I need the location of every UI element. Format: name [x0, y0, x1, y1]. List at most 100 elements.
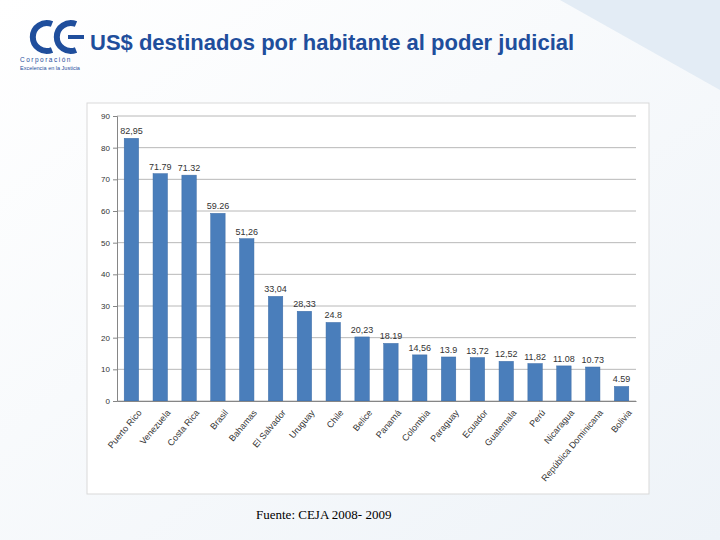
- bar: [124, 138, 138, 401]
- data-label: 71.79: [149, 162, 172, 172]
- grid-line: [117, 116, 636, 117]
- y-tick-label: 90: [101, 112, 110, 121]
- bar: [614, 386, 628, 401]
- x-axis-line: [118, 401, 637, 402]
- bar: [586, 367, 600, 401]
- x-tick-label: Chile: [325, 408, 346, 430]
- data-label: 18.19: [380, 331, 403, 341]
- x-tick-label: Colombia: [400, 408, 432, 444]
- y-tick-mark: [113, 274, 117, 275]
- bar: [441, 357, 455, 401]
- y-tick-mark: [113, 148, 117, 149]
- logo-shape: [33, 23, 52, 51]
- y-tick-mark: [113, 369, 117, 370]
- data-label: 13.9: [440, 345, 458, 355]
- y-tick-label: 40: [101, 270, 110, 279]
- y-tick: 80: [101, 144, 117, 153]
- x-tick-label: Puerto Rico: [106, 408, 144, 450]
- y-tick-label: 60: [101, 207, 110, 216]
- x-tick: Belice: [351, 401, 374, 433]
- data-label: 82,95: [120, 126, 143, 136]
- data-label: 4.59: [613, 374, 631, 384]
- y-tick-label: 0: [106, 397, 111, 406]
- x-tick-label: El Salvador: [251, 408, 288, 450]
- y-tick-label: 70: [101, 175, 110, 184]
- x-tick: Perú: [527, 401, 547, 429]
- bar: [499, 361, 513, 401]
- x-tick: Uruguay: [287, 401, 317, 440]
- data-label: 24.8: [324, 310, 342, 320]
- data-label: 20,23: [351, 325, 374, 335]
- bar: [528, 364, 542, 401]
- x-tick-label: Costa Rica: [165, 408, 201, 448]
- x-tick: Ecuador: [460, 401, 489, 440]
- x-tick-label: Perú: [527, 408, 547, 429]
- x-tick: El Salvador: [251, 401, 288, 450]
- bar: [297, 311, 311, 401]
- bar: [413, 355, 427, 401]
- data-labels: 82,9571.7971.3259.2651,2633,0428,3324.82…: [120, 126, 630, 384]
- bar: [240, 239, 254, 401]
- x-tick-label: Ecuador: [460, 408, 489, 440]
- data-label: 13,72: [466, 346, 489, 356]
- y-axis: 0 10 20 30 40 50 60 70 80 90: [101, 112, 117, 406]
- y-tick-mark: [113, 243, 117, 244]
- x-tick-label: Guatemala: [483, 408, 519, 448]
- y-tick-mark: [113, 401, 117, 402]
- y-tick: 70: [101, 175, 117, 184]
- y-tick-mark: [113, 116, 117, 117]
- data-label: 14,56: [408, 343, 431, 353]
- y-tick: 50: [101, 239, 117, 248]
- x-tick: Paraguay: [428, 401, 461, 444]
- y-tick: 0: [106, 397, 117, 406]
- bar: [384, 343, 398, 401]
- y-tick: 20: [101, 334, 117, 343]
- x-tick-label: Uruguay: [287, 407, 317, 440]
- x-tick: Panamá: [374, 401, 403, 440]
- logo-name: Corporación: [20, 56, 72, 64]
- y-tick-mark: [113, 306, 117, 307]
- y-tick: 30: [101, 302, 117, 311]
- data-label: 11.08: [553, 354, 575, 364]
- x-tick: Colombia: [400, 401, 432, 443]
- x-tick: Bolivia: [609, 401, 634, 435]
- data-label: 33,04: [264, 284, 287, 294]
- data-label: 10.73: [581, 355, 604, 365]
- grid-line: [117, 147, 636, 148]
- x-tick-label: Belice: [351, 408, 374, 433]
- y-tick: 10: [101, 365, 117, 374]
- logo-tagline: Excelencia en la Justicia: [20, 65, 81, 71]
- slide: CorporaciónExcelencia en la JusticiaUS$ …: [0, 0, 720, 540]
- x-tick-label: República Dominicana: [539, 408, 605, 483]
- y-tick-mark: [113, 338, 117, 339]
- data-label: 59.26: [207, 201, 230, 211]
- y-tick-mark: [113, 211, 117, 212]
- logo: CorporaciónExcelencia en la Justicia: [20, 23, 84, 71]
- bar: [268, 296, 282, 401]
- x-tick-label: Brasil: [208, 408, 230, 432]
- bar: [153, 174, 167, 401]
- x-tick-label: Bolivia: [609, 408, 634, 435]
- y-axis-line: [113, 117, 118, 402]
- chart-area: [87, 103, 649, 494]
- source: Fuente: CEJA 2008- 2009: [256, 507, 391, 522]
- x-tick: Brasil: [208, 401, 230, 431]
- x-axis: Puerto RicoVenezuelaCosta RicaBrasilBaha…: [106, 401, 637, 483]
- data-label: 12,52: [495, 349, 518, 359]
- data-label: 11,82: [524, 352, 546, 362]
- logo-shape: [68, 35, 84, 39]
- x-tick: Chile: [325, 401, 346, 430]
- data-label: 71.32: [178, 163, 201, 173]
- bar: [355, 337, 369, 401]
- y-tick-mark: [113, 179, 117, 180]
- y-tick: 90: [101, 112, 117, 121]
- x-tick-label: Paraguay: [428, 407, 461, 443]
- x-tick-label: Panamá: [374, 408, 403, 440]
- bar: [326, 322, 340, 401]
- y-tick-label: 50: [101, 239, 110, 248]
- y-tick-label: 80: [101, 144, 110, 153]
- y-tick-label: 10: [101, 365, 110, 374]
- x-tick: República Dominicana: [539, 401, 605, 483]
- chart-title: US$ destinados por habitante al poder ju…: [90, 30, 574, 55]
- data-label: 28,33: [293, 299, 316, 309]
